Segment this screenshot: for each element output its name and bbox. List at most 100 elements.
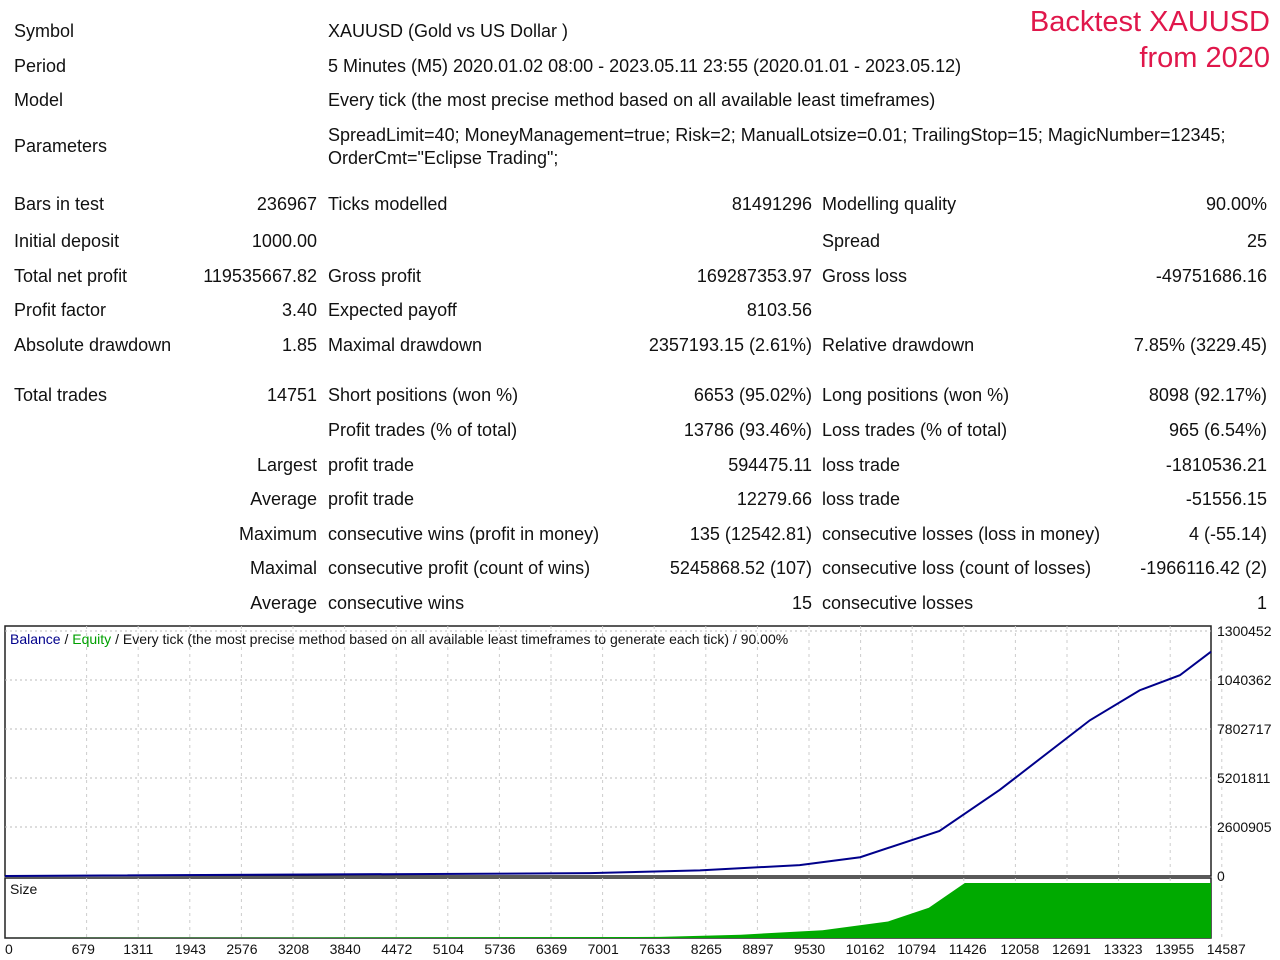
stat-label: Short positions (won %) [328,385,519,405]
stat-label: Loss trades (% of total) [822,420,1008,440]
x-tick-label: 10162 [846,941,885,957]
stat-value: 135 (12542.81) [689,524,812,544]
stat-value: Maximal [249,558,317,578]
stat-label: consecutive profit (count of wins) [328,558,591,578]
stat-label: Relative drawdown [822,335,975,355]
stat-label: loss trade [822,489,901,509]
stat-value: -49751686.16 [1155,266,1267,286]
y-tick-label: 5201811 [1217,770,1271,786]
x-tick-label: 9530 [794,941,825,957]
x-tick-label: 2576 [226,941,257,957]
x-tick-label: 13323 [1104,941,1143,957]
chart-legend: Balance / Equity / Every tick (the most … [10,631,788,647]
stat-value: -1810536.21 [1165,455,1267,475]
stat-value: 13786 (93.46%) [683,420,812,440]
stat-value: -1966116.42 (2) [1140,558,1267,578]
stat-value: 81491296 [731,194,812,214]
stat-value: 15 [791,593,812,613]
stat-label: Profit factor [14,300,107,320]
x-tick-label: 12691 [1052,941,1091,957]
stat-value: 2357193.15 (2.61%) [648,335,812,355]
stat-value: 1000.00 [251,231,317,251]
x-tick-label: 6369 [536,941,567,957]
stat-label: Absolute drawdown [14,335,172,355]
stat-label: profit trade [328,489,415,509]
x-tick-label: 3840 [330,941,361,957]
stat-label: Total net profit [14,266,128,286]
title-line-1: Backtest XAUUSD [1029,6,1270,38]
size-label: Size [10,881,37,897]
stat-label: consecutive loss (count of losses) [822,558,1092,578]
stat-label: consecutive wins (profit in money) [328,524,600,544]
stat-label: Gross loss [822,266,908,286]
x-tick-label: 1311 [123,941,153,957]
stat-value: 1 [1256,593,1267,613]
x-tick-label: 3208 [278,941,309,957]
stat-value: -51556.15 [1185,489,1267,509]
x-tick-label: 12058 [1000,941,1039,957]
stat-label: Ticks modelled [328,194,448,214]
stat-value: 5245868.52 (107) [669,558,812,578]
header-label: Parameters [14,136,108,156]
legend-sep: / [61,631,73,647]
header-value: SpreadLimit=40; MoneyManagement=true; Ri… [328,125,1226,145]
y-tick-label: 7802717 [1217,721,1272,737]
header-label: Symbol [14,21,75,41]
x-tick-label: 679 [72,941,96,957]
stat-value: 90.00% [1205,194,1267,214]
stat-value: 965 (6.54%) [1168,420,1267,440]
stat-value: 119535667.82 [203,266,317,286]
stat-label: consecutive wins [328,593,465,613]
header-value: XAUUSD (Gold vs US Dollar ) [328,21,569,41]
stat-label: Modelling quality [822,194,957,214]
title-line-2: from 2020 [1139,42,1270,74]
balance-chart: 0 2600905 5201811 7802717 1040362 1300452 0 67… [4,623,1272,957]
x-tick-label: 10794 [897,941,936,957]
stat-value: 4 (-55.14) [1188,524,1267,544]
x-tick-label: 1943 [175,941,206,957]
x-tick-label: 5104 [433,941,464,957]
stat-value: 12279.66 [736,489,812,509]
stat-value: 1.85 [281,335,317,355]
legend-equity: Equity [72,631,111,647]
stat-value: 25 [1246,231,1267,251]
x-tick-label: 11426 [949,941,987,957]
y-tick-label: 2600905 [1217,819,1272,835]
x-tick-label: 4472 [381,941,412,957]
x-tick-label: 13955 [1155,941,1194,957]
header-label: Period [14,56,67,76]
stat-label: Expected payoff [328,300,457,320]
header-value: 5 Minutes (M5) 2020.01.02 08:00 - 2023.0… [328,56,962,76]
y-tick-label: 0 [1217,868,1225,884]
stat-label: Maximal drawdown [328,335,483,355]
stat-value: 8103.56 [746,300,812,320]
main-plot-frame [4,625,1212,877]
header-value-cont: OrderCmt="Eclipse Trading"; [328,148,559,168]
stat-label: consecutive losses [822,593,974,613]
x-tick-label: 8265 [691,941,722,957]
stat-label: Spread [822,231,881,251]
stat-label: consecutive losses (loss in money) [822,524,1101,544]
header-value: Every tick (the most precise method base… [328,90,936,110]
stat-value: Largest [256,455,317,475]
legend-description: / Every tick (the most precise method ba… [111,631,788,647]
stat-label: Initial deposit [14,231,120,251]
stat-label: Bars in test [14,194,105,214]
stat-label: Total trades [14,385,108,405]
stat-label: Long positions (won %) [822,385,1010,405]
stat-value: 8098 (92.17%) [1148,385,1267,405]
x-tick-label: 7001 [588,941,619,957]
header-label: Model [14,90,64,110]
stat-label: loss trade [822,455,901,475]
stat-label: Gross profit [328,266,422,286]
y-tick-label: 1300452 [1217,623,1272,639]
stat-value: 236967 [256,194,317,214]
stat-value: 7.85% (3229.45) [1133,335,1267,355]
stat-value: 6653 (95.02%) [693,385,812,405]
legend-balance: Balance [10,631,61,647]
x-tick-label: 8897 [742,941,773,957]
stat-value: Average [250,489,317,509]
y-tick-label: 1040362 [1217,672,1272,688]
stat-value: Average [250,593,317,613]
size-area [5,883,1211,938]
